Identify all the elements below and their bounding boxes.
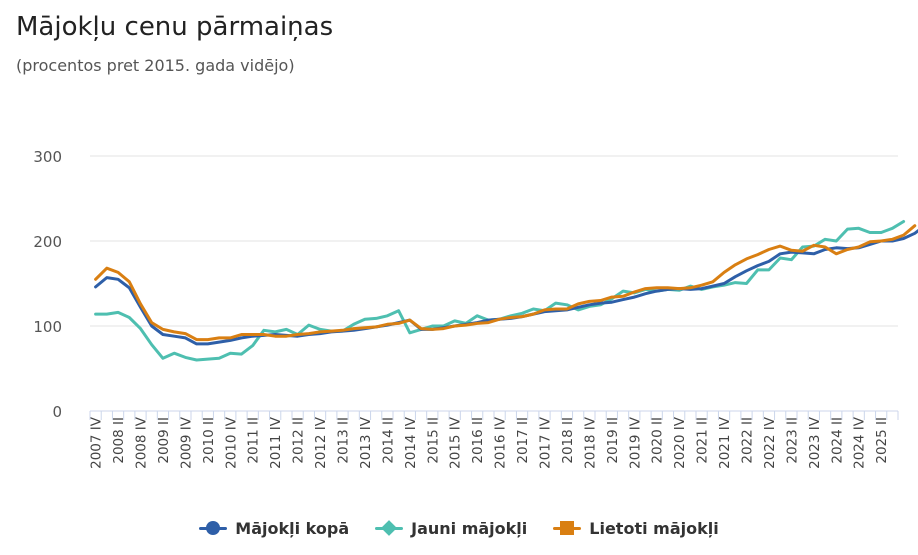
grid-lines (90, 155, 898, 327)
x-tick-label: 2023 II (784, 417, 800, 464)
y-tick-label: 200 (33, 233, 62, 251)
x-tick-label: 2020 IV (672, 416, 688, 469)
x-tick-label: 2008 IV (134, 416, 150, 469)
legend-item-majokli-kopa[interactable]: Mājokļi kopā (199, 519, 349, 538)
x-tick-label: 2010 II (201, 417, 217, 464)
y-axis: 0 100 200 300 (33, 148, 62, 421)
x-tick-label: 2014 II (380, 417, 396, 464)
x-tick-label: 2014 IV (403, 416, 419, 469)
x-tick-label: 2023 IV (807, 416, 823, 469)
x-tick-label: 2009 IV (178, 416, 194, 469)
x-tick-label: 2019 II (605, 417, 621, 464)
x-tick-label: 2016 II (470, 417, 486, 464)
x-tick-label: 2019 IV (627, 416, 643, 469)
x-tick-label: 2007 IV (89, 416, 105, 469)
x-axis: 2007 IV 2008 II 2008 IV 2009 II 2009 IV 2010 … (89, 410, 899, 469)
x-tick-label: 2017 IV (538, 416, 554, 469)
y-tick-label: 0 (52, 403, 62, 421)
x-tick-label: 2020 II (650, 417, 666, 464)
legend-item-lietoti-majokli[interactable]: Lietoti mājokļi (553, 518, 719, 538)
legend-label: Lietoti mājokļi (589, 518, 719, 538)
x-tick-label: 2015 IV (448, 416, 464, 469)
chart-subtitle: (procentos pret 2015. gada vidējo) (16, 56, 295, 75)
series-lines (94, 220, 918, 362)
legend-symbol-circle (199, 521, 228, 535)
x-tick-label: 2022 II (740, 417, 756, 464)
x-tick-label: 2021 IV (717, 416, 733, 469)
y-tick-label: 300 (33, 148, 62, 166)
x-tick-label: 2024 II (829, 417, 845, 464)
x-tick-label: 2010 IV (223, 416, 239, 469)
legend-symbol-square (553, 521, 582, 535)
x-tick-label: 2009 II (156, 417, 172, 464)
legend-item-jauni-majokli[interactable]: Jauni mājokļi (375, 519, 527, 538)
x-tick-label: 2013 II (336, 417, 352, 464)
x-tick-label: 2018 IV (582, 416, 598, 469)
x-tick-label: 2017 II (515, 417, 531, 464)
chart-title: Mājokļu cenu pārmaiņas (16, 12, 334, 42)
legend-label: Jauni mājokļi (411, 518, 528, 538)
x-tick-label: 2013 IV (358, 416, 374, 469)
x-tick-label: 2022 IV (762, 416, 778, 469)
series-line-lietoti-majokli (94, 224, 917, 342)
x-tick-label: 2012 II (291, 417, 307, 464)
x-tick-label: 2024 IV (852, 416, 868, 469)
y-tick-label: 100 (33, 318, 62, 336)
x-tick-label: 2016 IV (493, 416, 509, 469)
legend-symbol-diamond (375, 520, 404, 536)
x-tick-label: 2008 II (111, 417, 127, 464)
legend-label: Mājokļi kopā (235, 518, 350, 538)
x-tick-label: 2015 II (425, 417, 441, 464)
x-tick-label: 2021 II (695, 417, 711, 464)
x-tick-label: 2011 II (246, 417, 262, 464)
legend: Mājokļi kopā Jauni mājokļi Lietoti mājok… (0, 514, 918, 542)
x-tick-label: 2011 IV (268, 416, 284, 469)
x-tick-label: 2018 II (560, 417, 576, 464)
x-tick-label: 2012 IV (313, 416, 329, 469)
x-tick-label: 2025 II (874, 417, 890, 464)
